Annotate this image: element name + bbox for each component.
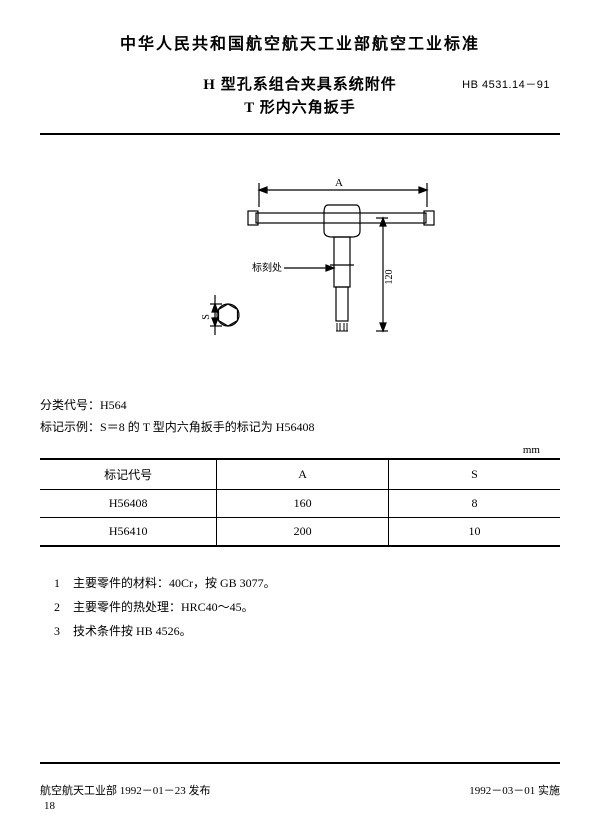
- footer-rule: [40, 762, 560, 764]
- unit-label: mm: [40, 444, 560, 456]
- footer-right: 1992－03－01 实施: [469, 782, 560, 798]
- title-block: H 型孔系组合夹具系统附件 T 形内六角扳手 HB 4531.14－91: [90, 74, 510, 119]
- doc-title-line2: T 形内六角扳手: [90, 97, 510, 120]
- classify-value-1: H564: [100, 398, 127, 412]
- table-cell: H56408: [40, 490, 217, 518]
- spec-table: 标记代号 A S H56408 160 8 H56410 200 10: [40, 458, 560, 547]
- note-item: 2 主要零件的热处理：HRC40～45。: [54, 595, 560, 619]
- wrench-drawing-icon: A 标刻处: [156, 165, 476, 365]
- technical-diagram: A 标刻处: [40, 165, 560, 365]
- note-text: 主要零件的材料：40Cr，按 GB 3077。: [73, 576, 276, 590]
- classify-value-2: S＝8 的 T 型内六角扳手的标记为 H56408: [100, 420, 314, 434]
- svg-text:A: A: [335, 177, 343, 189]
- table-row: H56410 200 10: [40, 518, 560, 547]
- col-header: A: [217, 459, 389, 490]
- note-text: 技术条件按 HB 4526。: [73, 624, 192, 638]
- table-row: H56408 160 8: [40, 490, 560, 518]
- table-header-row: 标记代号 A S: [40, 459, 560, 490]
- note-number: 2: [54, 595, 70, 619]
- org-title: 中华人民共和国航空航天工业部航空工业标准: [40, 30, 560, 54]
- note-item: 1 主要零件的材料：40Cr，按 GB 3077。: [54, 571, 560, 595]
- note-number: 3: [54, 619, 70, 643]
- classification-block: 分类代号：H564 标记示例：S＝8 的 T 型内六角扳手的标记为 H56408: [40, 395, 560, 438]
- note-number: 1: [54, 571, 70, 595]
- svg-text:S: S: [201, 314, 212, 320]
- col-header: S: [388, 459, 560, 490]
- table-cell: 200: [217, 518, 389, 547]
- note-item: 3 技术条件按 HB 4526。: [54, 619, 560, 643]
- col-header: 标记代号: [40, 459, 217, 490]
- table-cell: 10: [388, 518, 560, 547]
- classify-label-2: 标记示例：: [40, 420, 100, 434]
- note-text: 主要零件的热处理：HRC40～45。: [73, 600, 254, 614]
- classify-label-1: 分类代号：: [40, 398, 100, 412]
- page-number: 18: [44, 800, 55, 812]
- footer: 航空航天工业部 1992－01－23 发布 1992－03－01 实施: [40, 782, 560, 798]
- doc-title-line1: H 型孔系组合夹具系统附件: [90, 74, 510, 97]
- table-cell: H56410: [40, 518, 217, 547]
- standard-code: HB 4531.14－91: [462, 76, 550, 92]
- notes-block: 1 主要零件的材料：40Cr，按 GB 3077。 2 主要零件的热处理：HRC…: [40, 571, 560, 643]
- footer-left: 航空航天工业部 1992－01－23 发布: [40, 782, 211, 798]
- svg-text:标刻处: 标刻处: [252, 261, 282, 274]
- svg-text:120: 120: [384, 270, 395, 285]
- top-rule: [40, 133, 560, 135]
- table-cell: 160: [217, 490, 389, 518]
- table-cell: 8: [388, 490, 560, 518]
